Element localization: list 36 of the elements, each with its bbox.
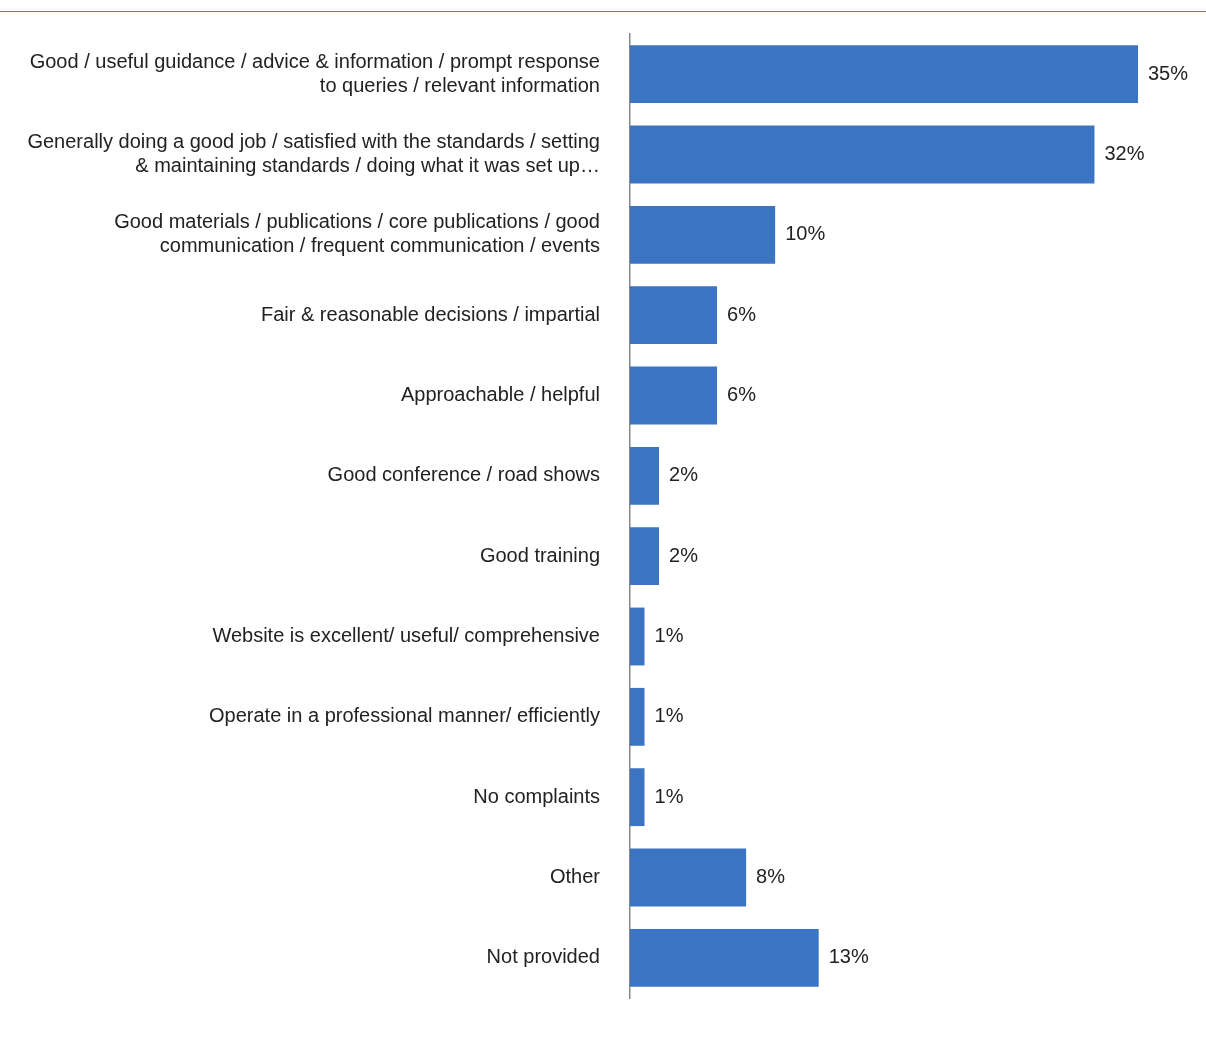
bar (630, 286, 718, 345)
data-label: 6% (727, 383, 757, 406)
data-label: 32% (1104, 142, 1145, 165)
data-label: 2% (669, 543, 699, 566)
data-label: 6% (727, 302, 757, 325)
y-tick-label: Good training (479, 543, 600, 566)
y-tick-label: Fair & reasonable decisions / impartial (260, 302, 600, 325)
data-label: 10% (785, 222, 826, 245)
bar (630, 446, 660, 505)
data-label: 13% (828, 945, 869, 968)
y-tick-label: Website is excellent/ useful/ comprehensive (212, 624, 600, 647)
y-tick-label: Operate in a professional manner/ efficiently (209, 704, 600, 727)
data-label: 2% (669, 463, 699, 486)
y-tick-label: Good materials / publications / core publications / good communication / frequent communication / events (114, 210, 600, 257)
data-label: 1% (654, 624, 684, 647)
bar (630, 607, 645, 666)
bar (630, 848, 747, 907)
y-tick-label: Not provided (486, 945, 600, 968)
y-tick-label: Generally doing a good job / satisfied with the standards / setting & maintaining standards / doing what it was set up… (27, 130, 600, 177)
y-tick-label: Other (549, 865, 601, 888)
bar (630, 687, 645, 746)
bar (630, 768, 645, 827)
y-tick-label: No complaints (473, 784, 600, 807)
bar (630, 527, 660, 586)
data-label: 1% (654, 704, 684, 727)
bar (630, 45, 1138, 104)
bar (630, 205, 776, 264)
y-tick-label: Good / useful guidance / advice & information / prompt response to queries / relevant information (29, 49, 600, 96)
y-tick-label: Good conference / road shows (327, 463, 600, 486)
data-label: 35% (1148, 61, 1189, 84)
bar (630, 928, 819, 987)
bar (630, 125, 1095, 184)
data-label: 8% (756, 865, 786, 888)
y-tick-label: Approachable / helpful (400, 383, 600, 406)
data-label: 1% (654, 784, 684, 807)
bar (630, 366, 718, 425)
